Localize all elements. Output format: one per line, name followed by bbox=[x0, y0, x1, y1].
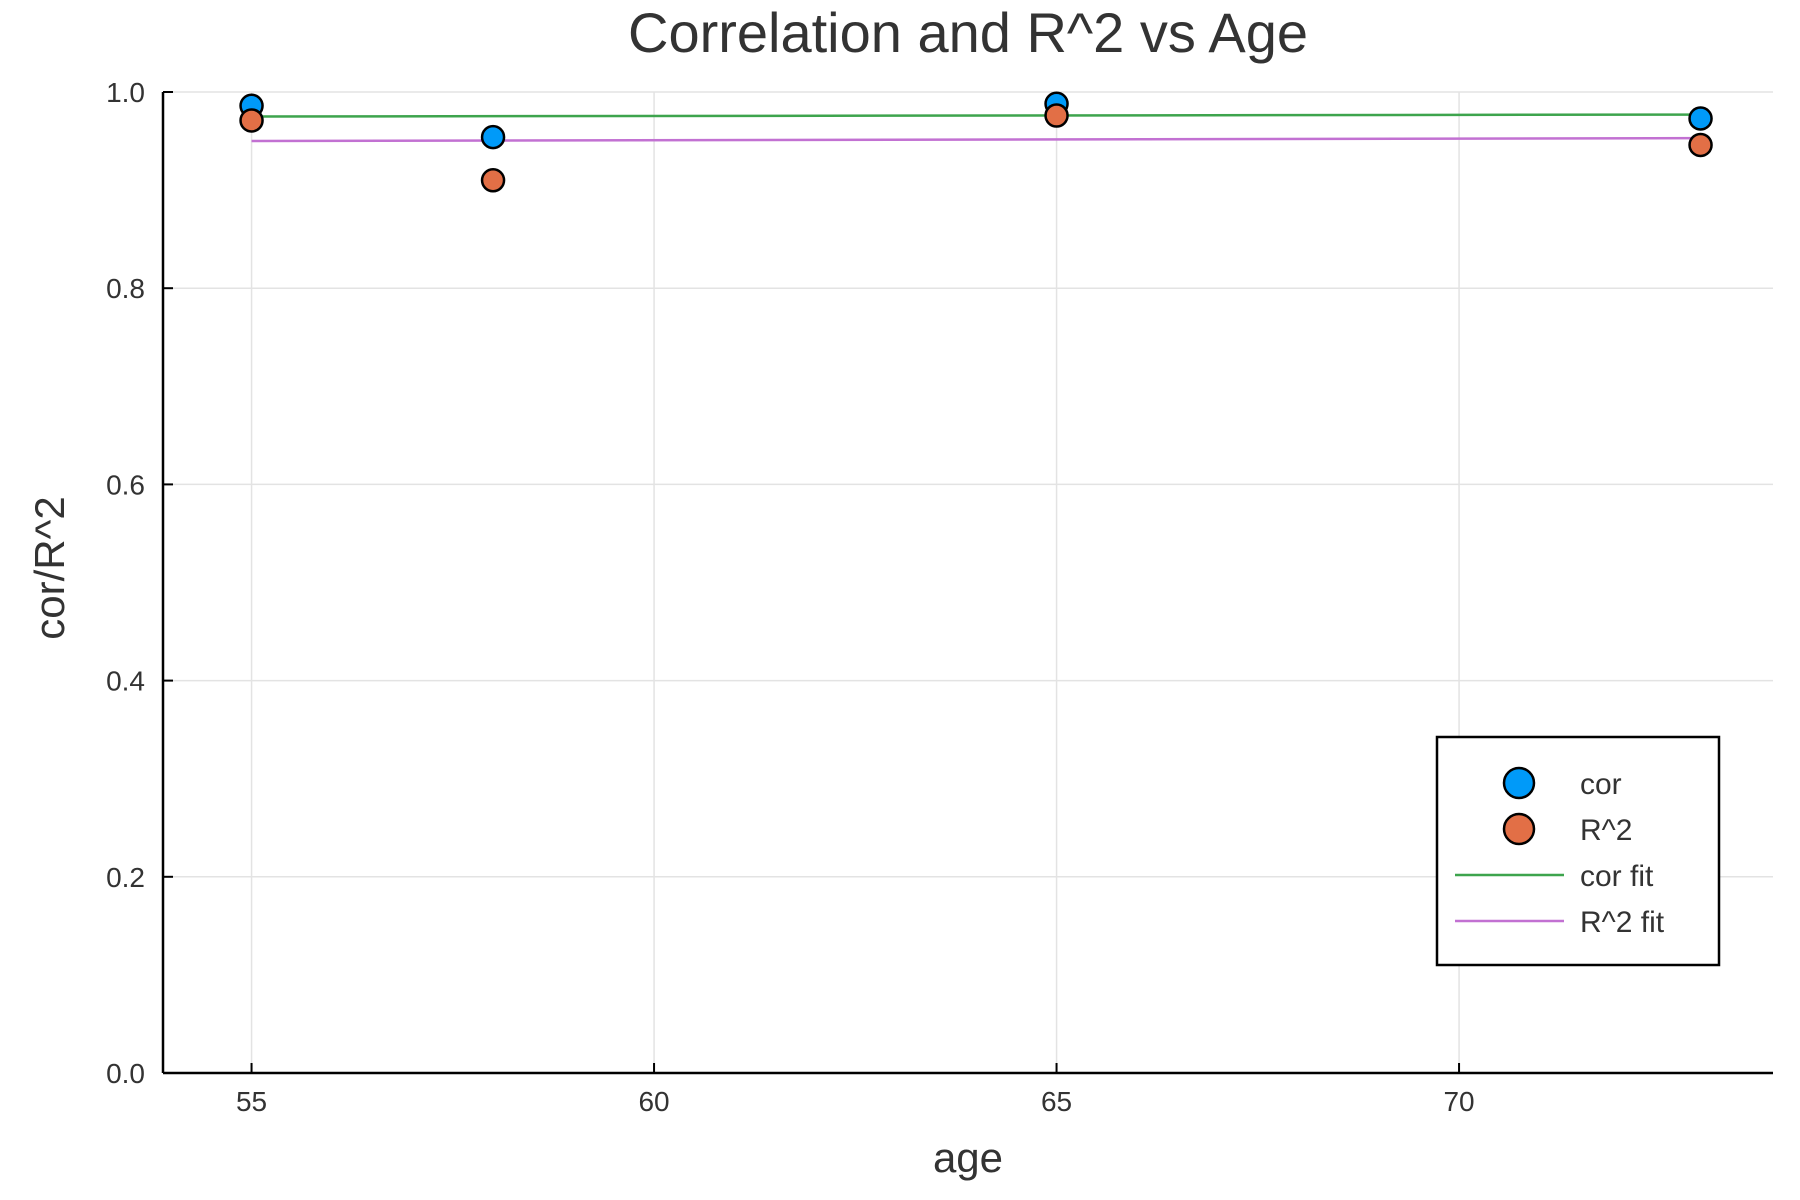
x-tick-label: 60 bbox=[638, 1086, 669, 1117]
axes bbox=[161, 91, 1773, 1075]
y-axis-label: cor/R^2 bbox=[26, 496, 73, 639]
chart-title: Correlation and R^2 vs Age bbox=[628, 1, 1308, 64]
series-line bbox=[251, 113, 1701, 118]
legend-marker bbox=[1502, 766, 1536, 800]
y-tick-label: 1.0 bbox=[106, 77, 145, 108]
legend-label: R^2 bbox=[1580, 814, 1632, 847]
x-axis-label: age bbox=[933, 1134, 1003, 1181]
series-point bbox=[480, 168, 506, 193]
legend-label: cor fit bbox=[1580, 860, 1654, 893]
legend-marker bbox=[1502, 812, 1536, 846]
y-tick-label: 0.4 bbox=[106, 666, 145, 697]
legend-label: R^2 fit bbox=[1580, 906, 1665, 939]
y-tick-label: 0.2 bbox=[106, 862, 145, 893]
y-tick-label: 0.8 bbox=[106, 273, 145, 304]
legend-label: cor bbox=[1580, 768, 1622, 801]
series-point bbox=[239, 108, 264, 133]
series-point bbox=[1688, 106, 1713, 131]
x-tick-label: 70 bbox=[1443, 1086, 1474, 1117]
x-tick-label: 65 bbox=[1041, 1086, 1072, 1117]
series-point bbox=[1688, 132, 1713, 158]
series-point bbox=[1044, 103, 1069, 128]
x-tick-label: 55 bbox=[236, 1086, 267, 1117]
legend-box bbox=[1435, 735, 1721, 967]
tick-labels: 55 60 65 70 0.0 0.2 0.4 0.6 0.8 1.0 bbox=[106, 77, 1475, 1117]
plot-series bbox=[239, 91, 1713, 193]
series-point bbox=[480, 124, 506, 150]
y-tick-label: 0.0 bbox=[106, 1058, 145, 1089]
legend: cor R^2 cor fit R^2 fit bbox=[1435, 735, 1721, 967]
y-tick-label: 0.6 bbox=[106, 469, 145, 500]
